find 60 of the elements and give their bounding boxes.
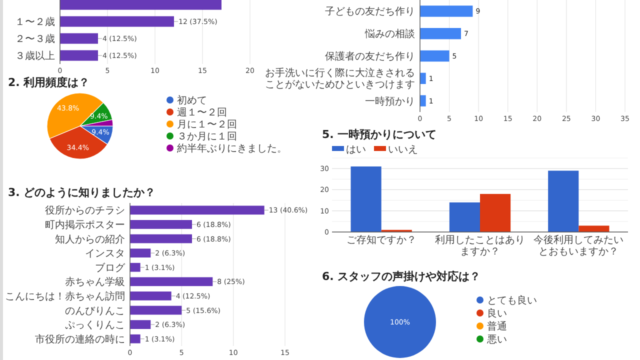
x-tick-label: 利用したことはありますか？ bbox=[435, 234, 525, 258]
y-tick-label: 子どもの友だち作り bbox=[325, 6, 415, 18]
y-tick-label: 知人からの紹介 bbox=[55, 233, 125, 246]
bar bbox=[130, 220, 192, 229]
y-tick-label: ２〜３歳 bbox=[15, 33, 55, 45]
bar bbox=[130, 277, 213, 286]
y-tick-label: ブログ bbox=[95, 262, 126, 274]
y-tick-label: １〜２歳 bbox=[15, 16, 55, 28]
bar bbox=[60, 16, 174, 27]
bar bbox=[60, 50, 98, 61]
bar bbox=[350, 166, 382, 232]
legend-label: 月に１〜２回 bbox=[177, 120, 237, 130]
bar bbox=[420, 28, 461, 40]
bar bbox=[420, 95, 426, 106]
bar bbox=[130, 248, 151, 258]
legend-label: 約半年ぶりにきました。 bbox=[177, 142, 287, 154]
y-tick-label: 悩みの相談 bbox=[364, 28, 415, 40]
bar bbox=[130, 334, 140, 344]
legend-label: いいえ bbox=[388, 144, 418, 156]
bar bbox=[130, 262, 140, 272]
bar bbox=[130, 292, 172, 300]
y-tick-label: こんにちは！赤ちゃん訪問 bbox=[5, 290, 125, 302]
y-tick-label: インスタ bbox=[85, 248, 125, 260]
y-tick-label: ぷっくりんこ bbox=[65, 320, 125, 332]
bar bbox=[130, 320, 151, 329]
legend-label: 悪い bbox=[486, 334, 507, 346]
bar bbox=[420, 72, 426, 84]
chart-title: 3. どのように知りましたか？ bbox=[8, 186, 156, 199]
x-tick-label: 今後利用してみたいとおもいますか？ bbox=[534, 234, 624, 258]
bar bbox=[420, 50, 450, 62]
legend-label: 普通 bbox=[487, 320, 507, 332]
legend-label: はい bbox=[346, 144, 366, 156]
bar bbox=[578, 226, 610, 232]
y-tick-label: お手洗いに行く際に大泣きされることがないためひといきつけます bbox=[265, 67, 415, 91]
bar bbox=[548, 170, 579, 232]
bar bbox=[130, 234, 192, 244]
y-tick-label: 赤ちゃん学級 bbox=[65, 276, 125, 288]
legend-label: 良い bbox=[487, 308, 507, 320]
bar bbox=[449, 202, 480, 232]
bar bbox=[480, 194, 511, 232]
bar bbox=[60, 0, 222, 10]
chart-title: 2. 利用頻度は？ bbox=[8, 76, 90, 89]
chart-title: 5. 一時預かりについて bbox=[322, 128, 437, 141]
bar bbox=[130, 306, 182, 315]
chart-title: 6. スタッフの声掛けや対応は？ bbox=[322, 270, 481, 283]
y-tick-label: 役所からのチラシ bbox=[45, 204, 125, 217]
bar bbox=[130, 206, 264, 215]
legend-label: ３か月に１回 bbox=[177, 132, 237, 142]
y-tick-label: 保護者の友だち作り bbox=[325, 50, 415, 62]
y-tick-label: 市役所の連絡の時に bbox=[35, 333, 125, 346]
bar bbox=[60, 33, 98, 44]
x-tick-label: ご存知ですか？ bbox=[346, 234, 416, 246]
y-tick-label: ３歳以上 bbox=[15, 50, 55, 62]
legend-label: 週１〜２回 bbox=[177, 108, 227, 118]
legend-label: 初めて bbox=[177, 94, 207, 106]
y-tick-label: 町内掲示ポスター bbox=[45, 218, 125, 231]
bar bbox=[420, 6, 473, 17]
y-tick-label: 一時預かり bbox=[365, 95, 415, 108]
y-tick-label: のんびりんこ bbox=[65, 306, 125, 317]
legend-label: とても良い bbox=[487, 294, 537, 306]
